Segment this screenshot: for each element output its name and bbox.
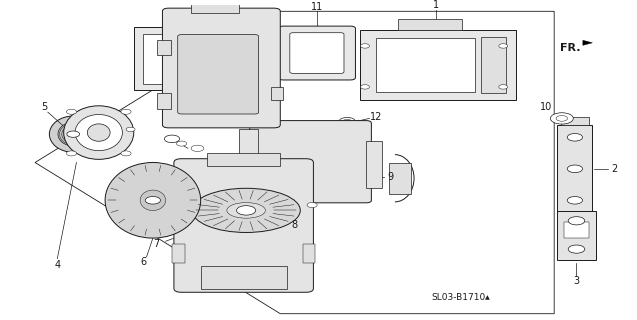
Bar <box>389 163 411 194</box>
Circle shape <box>567 165 582 172</box>
FancyBboxPatch shape <box>278 26 355 80</box>
Text: 9: 9 <box>387 172 394 182</box>
Circle shape <box>67 131 80 137</box>
Circle shape <box>567 133 582 141</box>
Circle shape <box>361 85 369 89</box>
Bar <box>134 27 226 90</box>
Circle shape <box>339 117 355 126</box>
Text: 5: 5 <box>41 102 48 112</box>
Circle shape <box>121 109 131 114</box>
Circle shape <box>567 196 582 204</box>
Circle shape <box>556 116 568 121</box>
Bar <box>143 34 217 84</box>
Bar <box>481 36 506 93</box>
Bar <box>271 87 283 100</box>
Circle shape <box>164 135 180 143</box>
Circle shape <box>361 44 369 48</box>
Bar <box>360 30 516 100</box>
Text: ▲: ▲ <box>485 296 490 300</box>
Bar <box>366 141 382 188</box>
Ellipse shape <box>50 116 97 152</box>
Bar <box>201 267 287 289</box>
Text: FR.: FR. <box>560 44 580 53</box>
Circle shape <box>121 151 131 156</box>
Ellipse shape <box>105 163 201 238</box>
Ellipse shape <box>227 203 266 218</box>
Bar <box>172 244 185 263</box>
Bar <box>398 19 462 30</box>
Ellipse shape <box>140 190 166 211</box>
Circle shape <box>499 85 508 89</box>
Circle shape <box>66 109 76 114</box>
FancyBboxPatch shape <box>290 33 344 73</box>
Bar <box>191 4 239 13</box>
Ellipse shape <box>192 188 300 232</box>
Polygon shape <box>583 40 592 45</box>
Bar <box>157 40 171 55</box>
Text: 11: 11 <box>311 2 323 12</box>
Ellipse shape <box>353 174 367 180</box>
FancyBboxPatch shape <box>250 121 371 203</box>
Bar <box>557 125 592 213</box>
Text: 7: 7 <box>153 239 159 249</box>
Bar <box>564 222 589 238</box>
Bar <box>561 117 589 125</box>
Circle shape <box>568 245 585 253</box>
Circle shape <box>236 206 255 215</box>
Circle shape <box>550 113 573 124</box>
Bar <box>557 211 596 260</box>
Circle shape <box>66 151 76 156</box>
FancyBboxPatch shape <box>174 159 313 292</box>
Circle shape <box>176 141 187 146</box>
Text: 1: 1 <box>433 0 440 10</box>
Bar <box>239 129 258 194</box>
Circle shape <box>285 206 301 213</box>
Ellipse shape <box>87 124 110 141</box>
Text: 2: 2 <box>612 164 618 174</box>
Text: 4: 4 <box>54 260 61 270</box>
FancyBboxPatch shape <box>162 8 280 128</box>
Circle shape <box>145 196 161 204</box>
Ellipse shape <box>75 115 122 151</box>
Ellipse shape <box>58 122 89 146</box>
Circle shape <box>126 127 135 132</box>
Bar <box>157 93 171 109</box>
Text: 6: 6 <box>140 257 147 267</box>
Text: SL03-B1710: SL03-B1710 <box>431 293 486 302</box>
Bar <box>303 244 315 263</box>
FancyBboxPatch shape <box>178 35 259 114</box>
Text: 3: 3 <box>573 276 580 286</box>
Text: 8: 8 <box>292 220 297 230</box>
Circle shape <box>191 145 204 151</box>
Bar <box>376 38 475 92</box>
Circle shape <box>343 119 352 124</box>
Text: 12: 12 <box>369 112 382 122</box>
Circle shape <box>307 203 317 208</box>
Ellipse shape <box>64 106 134 159</box>
Text: 10: 10 <box>540 102 552 112</box>
Bar <box>207 153 280 166</box>
Circle shape <box>499 44 508 48</box>
Circle shape <box>568 217 585 225</box>
